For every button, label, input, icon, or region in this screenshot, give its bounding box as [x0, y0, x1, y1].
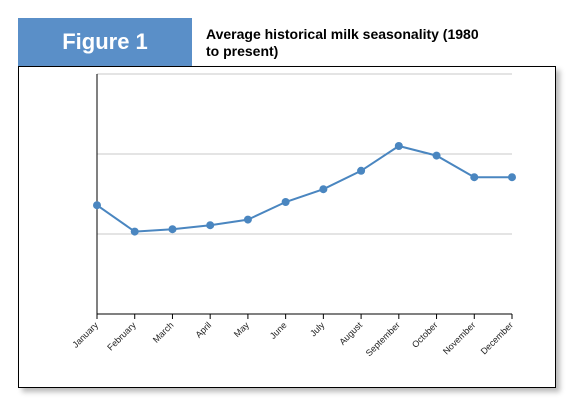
chart-frame	[18, 66, 556, 388]
line	[96, 144, 512, 233]
chart-title: Average historical milk seasonality (198…	[206, 26, 479, 59]
point	[168, 225, 177, 234]
point	[281, 198, 290, 206]
point	[470, 173, 479, 182]
x-tick-label: October	[410, 320, 440, 350]
x-tick-label: September	[364, 320, 402, 358]
point	[93, 201, 101, 210]
x-tick-label: April	[193, 320, 213, 340]
point	[130, 227, 139, 236]
point	[243, 215, 252, 224]
x-tick-label: May	[232, 320, 251, 339]
point	[394, 142, 403, 150]
figure-label: Figure 1	[18, 18, 192, 66]
x-tick-label: March	[151, 320, 176, 345]
x-tick-label: July	[308, 320, 327, 339]
point	[508, 173, 516, 182]
x-tick-label: November	[441, 320, 477, 356]
point	[357, 166, 366, 175]
x-tick-label: December	[479, 320, 515, 356]
x-tick-label: August	[337, 320, 364, 347]
x-tick-label: February	[105, 320, 138, 353]
point	[319, 185, 328, 194]
point	[432, 151, 441, 160]
x-tick-label: January	[70, 320, 100, 350]
x-tick-label: June	[268, 320, 289, 341]
point	[206, 221, 215, 230]
